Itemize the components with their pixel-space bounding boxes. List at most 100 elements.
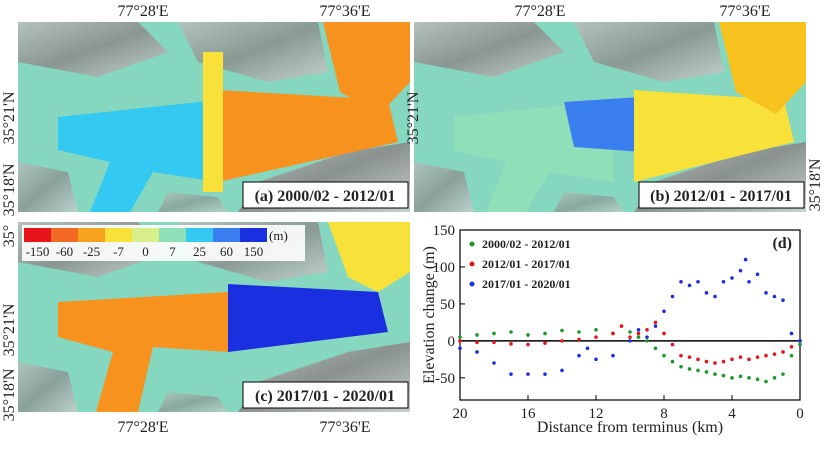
data-point	[679, 279, 683, 284]
colorbar-tick: 60	[220, 244, 233, 259]
data-point	[475, 340, 479, 345]
lon-label: 77°28'E	[117, 3, 168, 20]
data-point	[781, 298, 785, 303]
data-point	[789, 344, 794, 349]
data-point	[636, 331, 641, 336]
data-point	[577, 330, 581, 334]
lon-label: 77°36'E	[719, 3, 770, 20]
data-point	[772, 352, 777, 356]
data-point	[577, 337, 581, 342]
colorbar-tick: -150	[26, 244, 50, 259]
x-tick-label: 16	[521, 406, 537, 422]
legend-marker	[469, 241, 475, 247]
panel-label: (a) 2000/02 - 2012/01	[255, 188, 396, 205]
y-tick-label: 100	[433, 260, 456, 276]
data-point	[560, 368, 564, 373]
data-point	[543, 372, 547, 376]
data-point	[645, 335, 649, 339]
data-point	[594, 327, 598, 332]
data-point	[526, 342, 530, 347]
data-point	[713, 372, 717, 376]
data-point	[696, 368, 700, 373]
data-point	[619, 324, 624, 328]
data-point	[713, 294, 717, 299]
data-point	[560, 328, 564, 333]
scatter-chart: 20 16 12 8 4 0 -50 0 50 100 150 Distance from termi…	[421, 223, 804, 436]
data-point	[679, 353, 683, 358]
map-panel-b: (b) 2012/01 - 2017/01	[414, 22, 806, 212]
lon-label: 77°28'E	[514, 3, 565, 20]
lat-label: 35°21'N	[1, 303, 18, 356]
colorbar-tick: -60	[56, 244, 73, 259]
data-point	[670, 359, 675, 364]
data-point	[645, 339, 649, 343]
data-point	[636, 327, 641, 332]
colorbar-swatch	[51, 228, 78, 242]
data-point	[458, 339, 462, 343]
data-point	[755, 272, 760, 277]
colorbar-swatch	[213, 228, 240, 242]
panel-label: (c) 2017/01 - 2020/01	[255, 388, 395, 405]
lat-label: 35°21'N	[405, 91, 422, 144]
lat-label: 35°18'N	[1, 163, 18, 216]
data-point	[696, 357, 700, 362]
data-point	[781, 372, 785, 376]
data-point	[721, 373, 726, 378]
x-tick-label: 12	[589, 406, 604, 422]
map-panel-a: (a) 2000/02 - 2012/01	[18, 22, 410, 212]
colorbar-tick: -25	[83, 244, 100, 259]
colorbar-tick: 150	[244, 244, 264, 259]
data-point	[772, 294, 777, 299]
data-point	[747, 279, 751, 284]
legend-label: 2000/02 - 2012/01	[482, 237, 571, 251]
data-point	[611, 353, 615, 358]
data-point	[789, 331, 794, 336]
data-point	[781, 350, 785, 354]
data-point	[653, 320, 658, 325]
data-point	[730, 357, 734, 362]
data-point	[679, 364, 683, 369]
map-panel-c: (c) 2017/01 - 2020/01	[18, 222, 410, 412]
data-point	[458, 346, 462, 351]
data-point	[475, 333, 479, 337]
legend-marker	[469, 261, 475, 267]
data-point	[653, 346, 658, 351]
data-point	[738, 374, 743, 379]
data-point	[628, 330, 632, 334]
x-tick-label: 0	[796, 406, 804, 422]
data-point	[687, 283, 692, 288]
annotation: (d)	[772, 235, 792, 252]
data-point	[628, 335, 632, 339]
data-point	[653, 324, 658, 328]
data-point	[475, 350, 479, 354]
data-point	[577, 353, 581, 358]
legend-label: 2017/01 - 2020/01	[482, 277, 571, 291]
data-point	[704, 359, 709, 364]
data-point	[738, 268, 743, 273]
data-point	[687, 367, 692, 371]
data-point	[704, 291, 709, 295]
plot-frame	[459, 229, 801, 401]
data-point	[526, 333, 530, 337]
lat-label: 35°	[1, 225, 18, 247]
data-point	[764, 353, 768, 358]
colorbar-swatch	[240, 228, 267, 242]
data-point	[662, 353, 666, 358]
panel-label: (b) 2012/01 - 2017/01	[650, 188, 792, 205]
lat-label: 35°21'N	[1, 91, 18, 144]
lat-label: 35°18'N	[807, 158, 824, 211]
legend-marker	[469, 281, 475, 287]
y-axis-label: Elevation change (m)	[421, 246, 438, 384]
data-point	[772, 376, 777, 380]
data-point	[798, 339, 802, 343]
data-point	[628, 339, 632, 343]
data-point	[594, 335, 598, 339]
x-tick-label: 8	[660, 406, 668, 422]
data-point	[738, 355, 743, 359]
data-point	[492, 361, 496, 365]
data-point	[458, 335, 462, 339]
data-point	[721, 279, 726, 284]
data-point	[526, 372, 530, 376]
data-point	[594, 357, 598, 362]
